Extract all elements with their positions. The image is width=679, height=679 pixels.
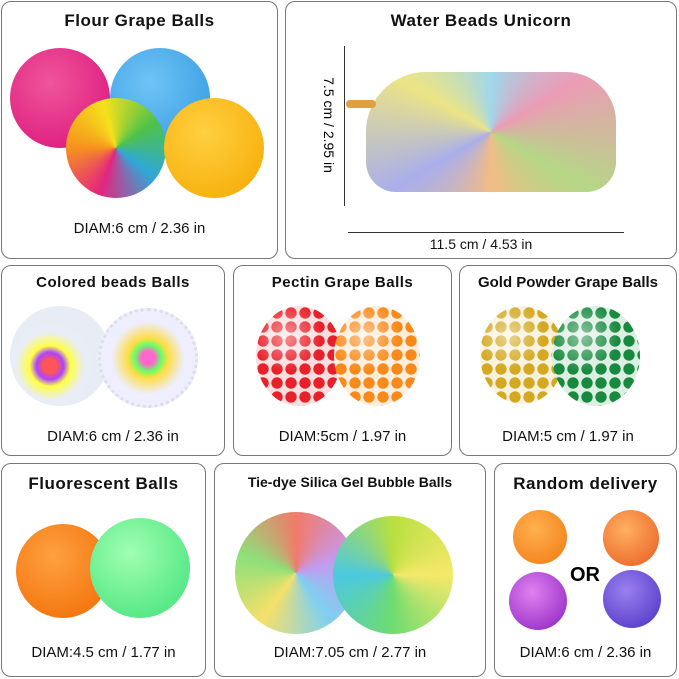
panel-caption: DIAM:5 cm / 1.97 in: [502, 428, 634, 445]
or-label: OR: [570, 564, 600, 586]
spiky-beads-ball-image: [98, 308, 198, 408]
tie-dye-green-ball-image: [333, 516, 453, 634]
width-label: 11.5 cm / 4.53 in: [429, 236, 533, 252]
panel-tie-dye-bubble-balls: Tie-dye Silica Gel Bubble Balls DIAM:7.0…: [214, 463, 486, 677]
panel-gold-powder-grape-balls: Gold Powder Grape Balls DIAM:5 cm / 1.97…: [459, 265, 677, 456]
panel-title: Gold Powder Grape Balls: [477, 274, 659, 291]
unicorn-horn-image: [346, 100, 376, 108]
panel-caption: DIAM:4.5 cm / 1.77 in: [31, 644, 176, 661]
gold-grape-ball-image: [480, 306, 564, 404]
orange-red-random-ball-image: [603, 510, 659, 566]
panel-caption: DIAM:6 cm / 2.36 in: [519, 644, 652, 661]
panel-fluorescent-balls: Fluorescent Balls DIAM:4.5 cm / 1.77 in: [1, 463, 206, 677]
panel-caption: DIAM:7.05 cm / 2.77 in: [273, 644, 427, 661]
panel-title: Pectin Grape Balls: [271, 274, 414, 291]
blue-purple-random-ball-image: [603, 570, 661, 628]
panel-title: Random delivery: [513, 474, 658, 493]
panel-title: Water Beads Unicorn: [390, 11, 572, 30]
panel-title: Colored beads Balls: [36, 274, 190, 291]
rainbow-ball-image: [66, 98, 166, 198]
panel-colored-beads-balls: Colored beads Balls DIAM:6 cm / 2.36 in: [1, 265, 225, 456]
panel-water-beads-unicorn: Water Beads Unicorn 7.5 cm / 2.95 in 11.…: [285, 1, 677, 259]
yellow-ball-image: [164, 98, 264, 198]
panel-caption: DIAM:5cm / 1.97 in: [278, 428, 407, 445]
red-grape-ball-image: [256, 306, 342, 406]
green-fluorescent-ball-image: [90, 518, 190, 618]
panel-title: Flour Grape Balls: [64, 11, 215, 30]
panel-title: Fluorescent Balls: [28, 474, 179, 493]
width-dimension-line: [348, 232, 624, 233]
purple-random-ball-image: [509, 572, 567, 630]
panel-flour-grape-balls: Flour Grape Balls DIAM:6 cm / 2.36 in: [1, 1, 278, 259]
height-dimension-line: [344, 46, 345, 206]
panel-random-delivery: Random delivery OR DIAM:6 cm / 2.36 in: [494, 463, 677, 677]
panel-caption: DIAM:6 cm / 2.36 in: [73, 220, 206, 237]
panel-title: Tie-dye Silica Gel Bubble Balls: [247, 474, 453, 490]
unicorn-image: [366, 72, 616, 192]
panel-pectin-grape-balls: Pectin Grape Balls DIAM:5cm / 1.97 in: [233, 265, 452, 456]
clear-beads-ball-image: [10, 306, 110, 406]
orange-grape-ball-image: [334, 306, 420, 406]
height-label: 7.5 cm / 2.95 in: [321, 77, 337, 173]
green-grape-ball-image: [552, 306, 640, 406]
orange-random-ball-image: [513, 510, 567, 564]
panel-caption: DIAM:6 cm / 2.36 in: [47, 428, 179, 445]
